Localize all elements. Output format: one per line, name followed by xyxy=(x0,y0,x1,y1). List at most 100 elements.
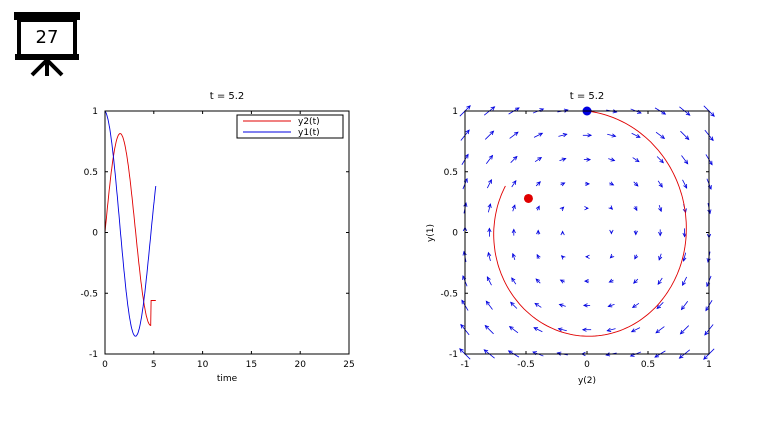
quiver-arrow xyxy=(509,131,519,139)
legend-label-y2: y2(t) xyxy=(298,117,320,127)
quiver-arrow xyxy=(657,180,663,188)
quiver-arrow xyxy=(560,255,566,260)
quiver-arrow xyxy=(630,327,641,333)
quiver-arrow xyxy=(487,251,492,262)
left-x-tick-label: 0 xyxy=(102,360,108,370)
right-y-tick-label: 1 xyxy=(452,107,458,117)
quiver-arrow xyxy=(510,155,518,163)
quiver-arrow xyxy=(487,227,492,237)
quiver-arrow xyxy=(533,327,543,333)
current-point-marker xyxy=(523,193,533,203)
quiver-arrow xyxy=(487,203,492,213)
quiver-arrow xyxy=(658,204,663,213)
quiver-arrow xyxy=(560,182,566,187)
quiver-arrow xyxy=(557,327,567,332)
left-x-tick-label: 20 xyxy=(294,360,306,370)
left-y-tick-label: 1 xyxy=(92,107,98,117)
left-x-tick-label: 25 xyxy=(343,360,354,370)
quiver-arrow xyxy=(511,277,517,285)
right-x-tick-label: 0.5 xyxy=(641,360,655,370)
quiver-arrow xyxy=(631,303,640,308)
left-y-tick-label: 0 xyxy=(92,229,98,239)
left-y-tick-label: -0.5 xyxy=(80,289,98,299)
quiver-arrow xyxy=(607,303,615,308)
slide-number-badge: 27 xyxy=(12,10,84,78)
quiver-arrow xyxy=(631,132,641,138)
quiver-arrow xyxy=(582,133,593,138)
quiver-arrow xyxy=(655,131,666,139)
quiver-arrow xyxy=(559,157,567,162)
quiver-arrow xyxy=(656,156,664,164)
left-x-tick-label: 5 xyxy=(151,360,157,370)
quiver-arrow xyxy=(508,326,519,334)
right-y-tick-label: 0.5 xyxy=(444,168,458,178)
phase-plane-plot: t = 5.2 -1 -0.5 0 0.5 1 -1 -0.5 0 0.5 1 y(2) y(1) xyxy=(426,91,715,386)
right-x-axis-label: y(2) xyxy=(578,376,596,386)
right-y-axis-label: y(1) xyxy=(426,224,436,242)
quiver-arrow xyxy=(485,300,493,310)
quiver-arrow xyxy=(608,157,616,162)
quiver-arrow xyxy=(558,133,568,138)
quiver-arrow xyxy=(608,278,614,283)
left-y-tick-label: 0.5 xyxy=(84,168,98,178)
quiver-arrow xyxy=(511,252,516,261)
quiver-arrow xyxy=(535,181,541,187)
quiver-arrow xyxy=(680,130,690,141)
quiver-arrow xyxy=(681,155,689,165)
right-y-tick-label: -1 xyxy=(449,350,458,360)
quiver-arrow xyxy=(581,327,592,332)
quiver-arrow xyxy=(655,326,665,334)
quiver-arrow xyxy=(533,132,544,138)
legend-box xyxy=(236,114,344,139)
quiver-arrow xyxy=(484,130,495,140)
quiver-arrow xyxy=(633,181,639,187)
quiver-arrow xyxy=(536,229,541,235)
slide-number: 27 xyxy=(36,27,59,48)
time-series-plot: t = 5.2 0 5 10 15 20 25 -1 -0.5 0 0.5 1 y2(t) y1(t… xyxy=(80,91,354,384)
quiver-arrow xyxy=(607,133,617,138)
left-x-tick-label: 10 xyxy=(197,360,209,370)
right-plot-title: t = 5.2 xyxy=(570,91,605,102)
quiver-arrow xyxy=(486,276,492,286)
left-x-axis-label: time xyxy=(217,374,238,384)
quiver-arrow xyxy=(486,178,492,189)
quiver-arrow xyxy=(682,252,687,262)
series-line-y2 xyxy=(104,133,156,326)
quiver-arrow xyxy=(511,204,516,212)
quiver-arrow xyxy=(632,157,640,163)
quiver-arrow xyxy=(582,303,591,308)
legend: y2(t) y1(t) xyxy=(236,114,344,139)
legend-label-y1: y1(t) xyxy=(298,128,320,138)
quiver-arrow xyxy=(657,277,663,285)
quiver-arrow xyxy=(634,254,639,260)
presentation-board-icon: 27 xyxy=(14,12,80,77)
quiver-arrow xyxy=(633,230,638,236)
quiver-arrow xyxy=(534,157,543,162)
quiver-arrow xyxy=(680,301,689,311)
left-plot-title: t = 5.2 xyxy=(210,91,245,102)
quiver-arrow xyxy=(584,278,590,284)
quiver-arrow xyxy=(609,253,615,259)
quiver-arrow xyxy=(535,205,540,211)
quiver-arrow xyxy=(559,279,565,284)
quiver-arrow xyxy=(511,180,517,188)
right-x-tick-label: -1 xyxy=(461,360,470,370)
quiver-arrow xyxy=(658,229,663,237)
quiver-arrow xyxy=(633,205,638,212)
quiver-arrow xyxy=(534,302,542,308)
quiver-arrow xyxy=(484,324,494,335)
quiver-arrow xyxy=(584,206,589,211)
quiver-arrow xyxy=(656,302,664,310)
right-x-tick-label: -0.5 xyxy=(517,360,535,370)
left-y-tick-label: -1 xyxy=(89,350,98,360)
quiver-arrow xyxy=(559,206,565,212)
quiver-arrow xyxy=(485,154,494,164)
right-plot-frame xyxy=(464,110,710,355)
quiver-arrow xyxy=(584,181,590,187)
trajectory-line xyxy=(493,110,687,337)
right-y-tick-label: -0.5 xyxy=(440,289,458,299)
quiver-arrow xyxy=(609,229,614,235)
quiver-arrow xyxy=(536,253,541,260)
quiver-arrow xyxy=(583,157,592,162)
